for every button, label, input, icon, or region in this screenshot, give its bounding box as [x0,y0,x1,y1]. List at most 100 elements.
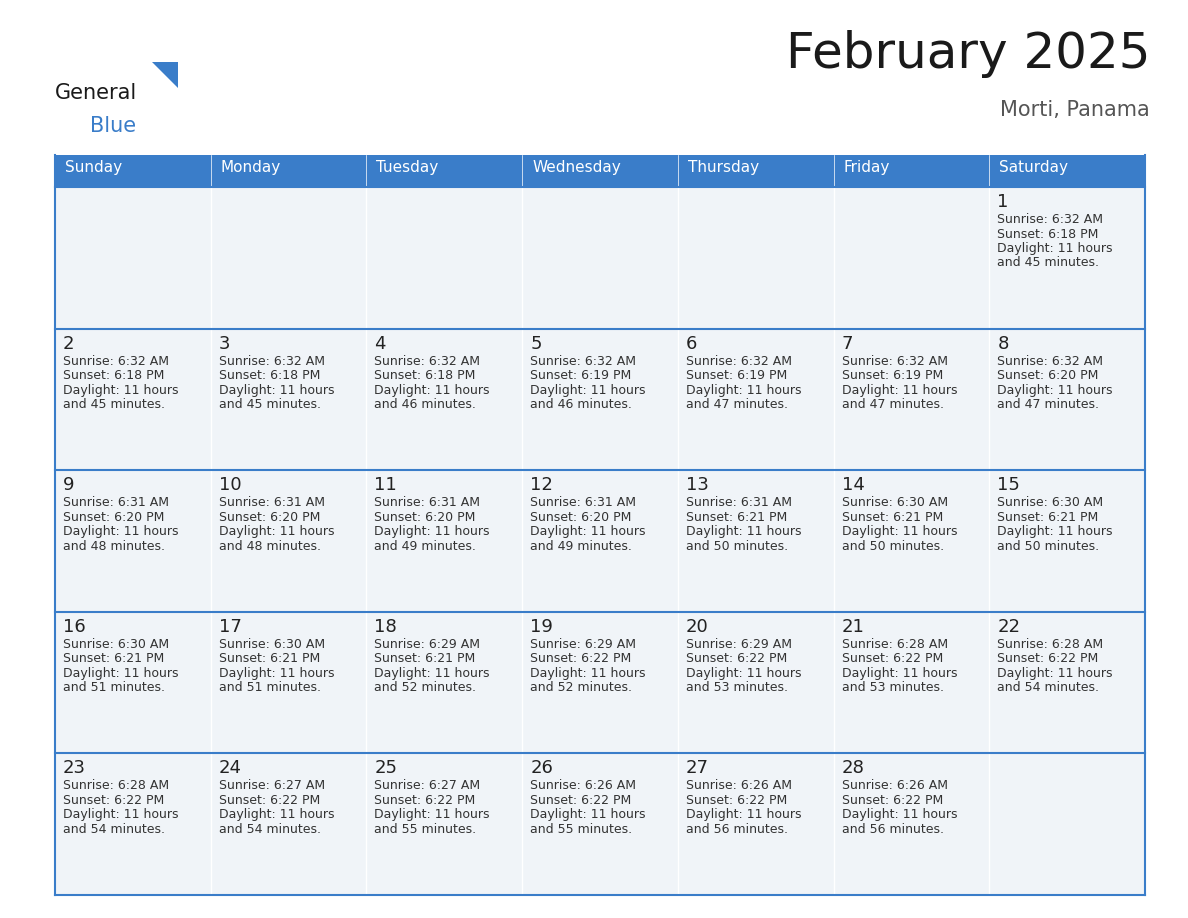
Text: and 46 minutes.: and 46 minutes. [374,398,476,411]
Text: 28: 28 [841,759,865,778]
Text: Sunset: 6:19 PM: Sunset: 6:19 PM [841,369,943,382]
Text: Sunrise: 6:32 AM: Sunrise: 6:32 AM [841,354,948,367]
Text: 23: 23 [63,759,86,778]
Text: 17: 17 [219,618,241,636]
Text: Sunrise: 6:32 AM: Sunrise: 6:32 AM [530,354,636,367]
Text: Morti, Panama: Morti, Panama [1000,100,1150,120]
Text: Sunrise: 6:30 AM: Sunrise: 6:30 AM [841,497,948,509]
Text: Sunset: 6:18 PM: Sunset: 6:18 PM [63,369,164,382]
Text: 25: 25 [374,759,398,778]
Text: Daylight: 11 hours: Daylight: 11 hours [63,809,178,822]
Text: Daylight: 11 hours: Daylight: 11 hours [530,666,645,680]
Text: General: General [55,83,138,103]
Text: Blue: Blue [90,116,137,136]
Text: 6: 6 [685,334,697,353]
Text: and 46 minutes.: and 46 minutes. [530,398,632,411]
Text: Daylight: 11 hours: Daylight: 11 hours [685,809,802,822]
Text: Sunset: 6:22 PM: Sunset: 6:22 PM [685,794,788,807]
Text: Sunrise: 6:30 AM: Sunrise: 6:30 AM [63,638,169,651]
Text: Daylight: 11 hours: Daylight: 11 hours [997,384,1113,397]
Text: 24: 24 [219,759,241,778]
Polygon shape [152,62,178,88]
Text: and 56 minutes.: and 56 minutes. [841,823,943,836]
Text: Sunrise: 6:26 AM: Sunrise: 6:26 AM [841,779,948,792]
Text: Friday: Friday [843,160,890,175]
Text: 9: 9 [63,476,75,494]
Text: Sunset: 6:20 PM: Sunset: 6:20 PM [63,510,164,523]
Text: Daylight: 11 hours: Daylight: 11 hours [374,666,489,680]
Text: and 55 minutes.: and 55 minutes. [374,823,476,836]
Text: Daylight: 11 hours: Daylight: 11 hours [530,384,645,397]
Text: and 55 minutes.: and 55 minutes. [530,823,632,836]
Text: and 53 minutes.: and 53 minutes. [685,681,788,694]
Text: and 53 minutes.: and 53 minutes. [841,681,943,694]
Text: 12: 12 [530,476,554,494]
Text: 20: 20 [685,618,708,636]
Text: 19: 19 [530,618,554,636]
Text: 3: 3 [219,334,230,353]
Text: Daylight: 11 hours: Daylight: 11 hours [63,384,178,397]
Text: and 51 minutes.: and 51 minutes. [63,681,165,694]
Text: Sunrise: 6:28 AM: Sunrise: 6:28 AM [997,638,1104,651]
Text: Sunset: 6:20 PM: Sunset: 6:20 PM [530,510,632,523]
Text: Daylight: 11 hours: Daylight: 11 hours [841,525,958,538]
Text: Sunset: 6:19 PM: Sunset: 6:19 PM [530,369,631,382]
Text: Sunset: 6:21 PM: Sunset: 6:21 PM [997,510,1099,523]
Text: Sunset: 6:22 PM: Sunset: 6:22 PM [530,794,631,807]
Text: and 50 minutes.: and 50 minutes. [997,540,1099,553]
Text: Sunrise: 6:32 AM: Sunrise: 6:32 AM [685,354,792,367]
Text: Sunset: 6:22 PM: Sunset: 6:22 PM [374,794,475,807]
Text: and 47 minutes.: and 47 minutes. [841,398,943,411]
Text: Sunset: 6:22 PM: Sunset: 6:22 PM [841,794,943,807]
Text: 2: 2 [63,334,75,353]
Text: Daylight: 11 hours: Daylight: 11 hours [219,809,334,822]
Text: Daylight: 11 hours: Daylight: 11 hours [685,525,802,538]
Text: Sunrise: 6:29 AM: Sunrise: 6:29 AM [685,638,792,651]
Text: Sunset: 6:21 PM: Sunset: 6:21 PM [685,510,788,523]
Text: Sunrise: 6:31 AM: Sunrise: 6:31 AM [219,497,324,509]
Text: and 54 minutes.: and 54 minutes. [219,823,321,836]
Text: Sunset: 6:20 PM: Sunset: 6:20 PM [219,510,320,523]
Text: Daylight: 11 hours: Daylight: 11 hours [219,384,334,397]
Text: Saturday: Saturday [999,160,1068,175]
Text: 22: 22 [997,618,1020,636]
Text: Sunset: 6:22 PM: Sunset: 6:22 PM [219,794,320,807]
Text: Daylight: 11 hours: Daylight: 11 hours [374,384,489,397]
Text: Sunrise: 6:26 AM: Sunrise: 6:26 AM [530,779,636,792]
Text: 4: 4 [374,334,386,353]
Text: Daylight: 11 hours: Daylight: 11 hours [530,809,645,822]
Text: Sunset: 6:18 PM: Sunset: 6:18 PM [374,369,476,382]
Text: Daylight: 11 hours: Daylight: 11 hours [997,525,1113,538]
Text: Daylight: 11 hours: Daylight: 11 hours [841,666,958,680]
Text: Daylight: 11 hours: Daylight: 11 hours [997,666,1113,680]
Text: Sunset: 6:20 PM: Sunset: 6:20 PM [997,369,1099,382]
Text: Sunset: 6:21 PM: Sunset: 6:21 PM [63,653,164,666]
Text: February 2025: February 2025 [785,30,1150,78]
Text: and 47 minutes.: and 47 minutes. [997,398,1099,411]
Text: Sunrise: 6:31 AM: Sunrise: 6:31 AM [374,497,480,509]
Text: Sunrise: 6:32 AM: Sunrise: 6:32 AM [374,354,480,367]
Text: Sunrise: 6:30 AM: Sunrise: 6:30 AM [997,497,1104,509]
Text: Sunset: 6:20 PM: Sunset: 6:20 PM [374,510,476,523]
Text: Sunset: 6:22 PM: Sunset: 6:22 PM [997,653,1099,666]
Text: 15: 15 [997,476,1020,494]
Text: 13: 13 [685,476,709,494]
Text: 21: 21 [841,618,865,636]
Text: Daylight: 11 hours: Daylight: 11 hours [219,525,334,538]
Text: Daylight: 11 hours: Daylight: 11 hours [63,666,178,680]
Text: Sunrise: 6:26 AM: Sunrise: 6:26 AM [685,779,792,792]
Text: Sunrise: 6:32 AM: Sunrise: 6:32 AM [219,354,324,367]
Text: Sunrise: 6:31 AM: Sunrise: 6:31 AM [63,497,169,509]
Text: and 49 minutes.: and 49 minutes. [530,540,632,553]
Text: Sunrise: 6:31 AM: Sunrise: 6:31 AM [685,497,792,509]
Text: Sunrise: 6:27 AM: Sunrise: 6:27 AM [219,779,324,792]
Text: Thursday: Thursday [688,160,759,175]
Text: Monday: Monday [221,160,282,175]
Text: and 45 minutes.: and 45 minutes. [63,398,165,411]
Text: and 56 minutes.: and 56 minutes. [685,823,788,836]
Text: and 49 minutes.: and 49 minutes. [374,540,476,553]
Text: and 45 minutes.: and 45 minutes. [997,256,1099,270]
Text: and 50 minutes.: and 50 minutes. [841,540,943,553]
Text: Daylight: 11 hours: Daylight: 11 hours [374,525,489,538]
Text: and 54 minutes.: and 54 minutes. [63,823,165,836]
